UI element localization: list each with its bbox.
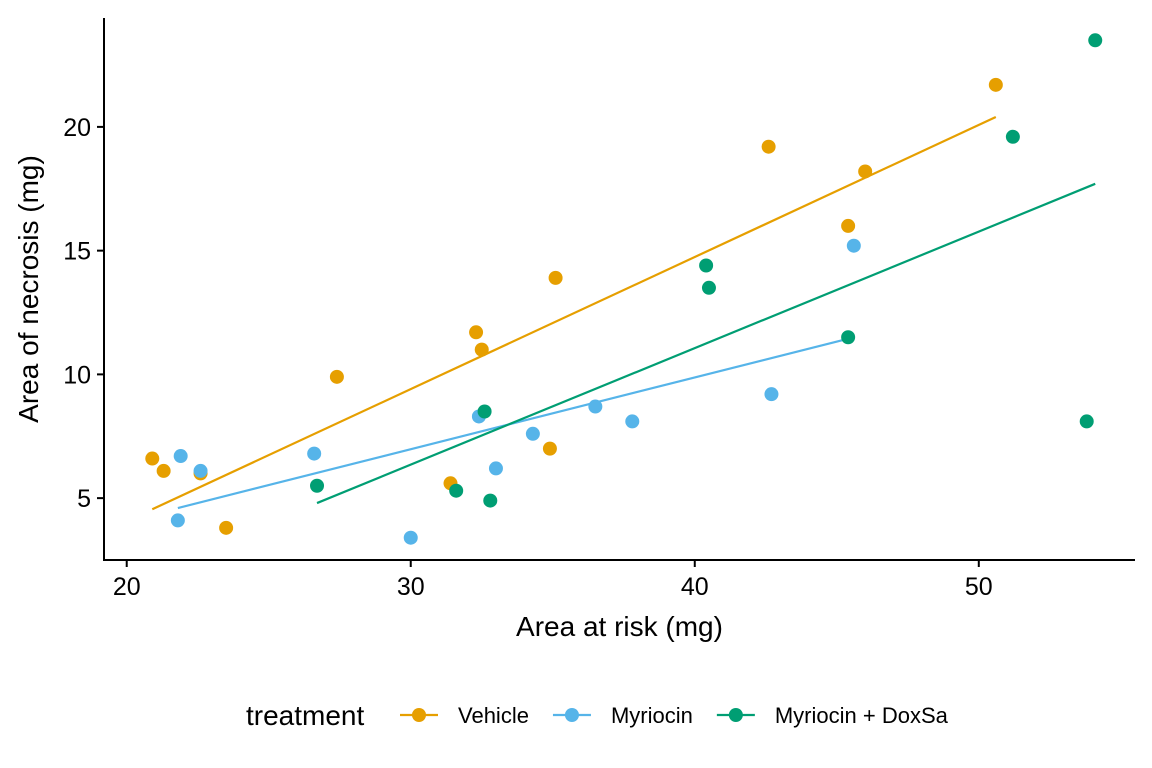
legend-label: Myriocin + DoxSa [775,703,949,728]
data-point [525,426,540,441]
data-point [841,218,856,233]
data-point [846,238,861,253]
legend-label: Vehicle [458,703,529,728]
data-point [701,280,716,295]
data-point [170,513,185,528]
data-point [474,342,489,357]
data-point [483,493,498,508]
legend-title: treatment [246,700,364,731]
y-axis-title: Area of necrosis (mg) [13,155,44,423]
legend-key [716,708,755,722]
data-point [310,478,325,493]
x-tick-label: 50 [965,573,993,601]
data-point [841,330,856,345]
x-tick-label: 20 [113,573,141,601]
data-point [173,449,188,464]
data-point [988,77,1003,92]
legend-items: Vehicle Myriocin Myriocin + DoxSa [400,703,949,728]
data-point [156,463,171,478]
data-point [1079,414,1094,429]
x-tick-label: 40 [681,573,709,601]
data-point [1088,33,1103,48]
data-point [449,483,464,498]
data-point [477,404,492,419]
data-point [329,369,344,384]
data-point [469,325,484,340]
data-point [625,414,640,429]
y-tick-label: 5 [77,485,91,513]
data-point [699,258,714,273]
data-point [219,520,234,535]
data-point [307,446,322,461]
legend: treatment Vehicle Myriocin Myriocin + DoxS… [246,700,949,731]
x-axis-ticks: 20 30 40 50 [113,560,993,601]
data-point [403,530,418,545]
fit-line [316,182,1096,505]
data-point [145,451,160,466]
legend-label: Myriocin [611,703,693,728]
y-tick-label: 20 [63,114,91,142]
data-point [193,463,208,478]
legend-key [400,708,438,722]
data-points [145,33,1103,545]
data-point [548,270,563,285]
plot-panel [145,33,1103,545]
fit-lines [151,115,1096,511]
data-point [858,164,873,179]
x-axis-title: Area at risk (mg) [516,611,723,642]
y-tick-label: 15 [63,238,91,266]
data-point [764,387,779,402]
legend-key [552,708,591,722]
data-point [761,139,776,154]
fit-line [151,115,997,511]
data-point [588,399,603,414]
x-tick-label: 30 [397,573,425,601]
data-point [488,461,503,476]
y-tick-label: 10 [63,361,91,389]
data-point [1005,129,1020,144]
y-axis-ticks: 5 10 15 20 [63,114,104,513]
data-point [542,441,557,456]
